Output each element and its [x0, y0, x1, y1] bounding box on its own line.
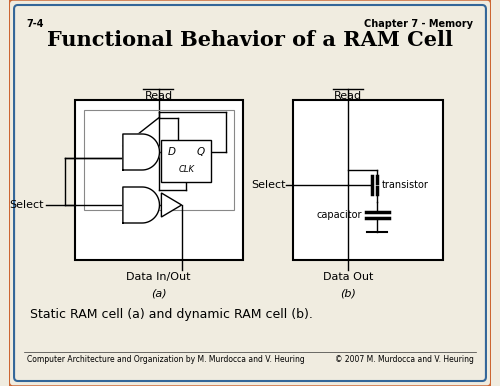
Text: Chapter 7 - Memory: Chapter 7 - Memory: [364, 19, 474, 29]
Text: Read: Read: [334, 91, 362, 101]
Text: transistor: transistor: [382, 180, 429, 190]
Text: Read: Read: [144, 91, 172, 101]
Text: D: D: [168, 147, 176, 157]
Polygon shape: [123, 134, 160, 170]
Bar: [74, 100, 243, 260]
Text: CLK: CLK: [178, 166, 194, 174]
Text: Static RAM cell (a) and dynamic RAM cell (b).: Static RAM cell (a) and dynamic RAM cell…: [30, 308, 314, 321]
Bar: [84, 110, 234, 210]
Text: Select: Select: [10, 200, 44, 210]
Text: Select: Select: [251, 180, 286, 190]
Text: (a): (a): [150, 288, 166, 298]
Text: Data Out: Data Out: [323, 272, 374, 282]
FancyBboxPatch shape: [14, 5, 486, 381]
Polygon shape: [123, 187, 160, 223]
Text: capacitor: capacitor: [316, 210, 362, 220]
Text: Q: Q: [196, 147, 204, 157]
Text: 7-4: 7-4: [26, 19, 44, 29]
Polygon shape: [162, 193, 182, 217]
Text: © 2007 M. Murdocca and V. Heuring: © 2007 M. Murdocca and V. Heuring: [334, 355, 473, 364]
Text: Computer Architecture and Organization by M. Murdocca and V. Heuring: Computer Architecture and Organization b…: [26, 355, 304, 364]
Text: (b): (b): [340, 288, 356, 298]
FancyBboxPatch shape: [8, 0, 492, 386]
Text: Data In/Out: Data In/Out: [126, 272, 191, 282]
Bar: [162, 140, 212, 182]
Bar: [294, 100, 442, 260]
Text: Functional Behavior of a RAM Cell: Functional Behavior of a RAM Cell: [47, 30, 453, 50]
